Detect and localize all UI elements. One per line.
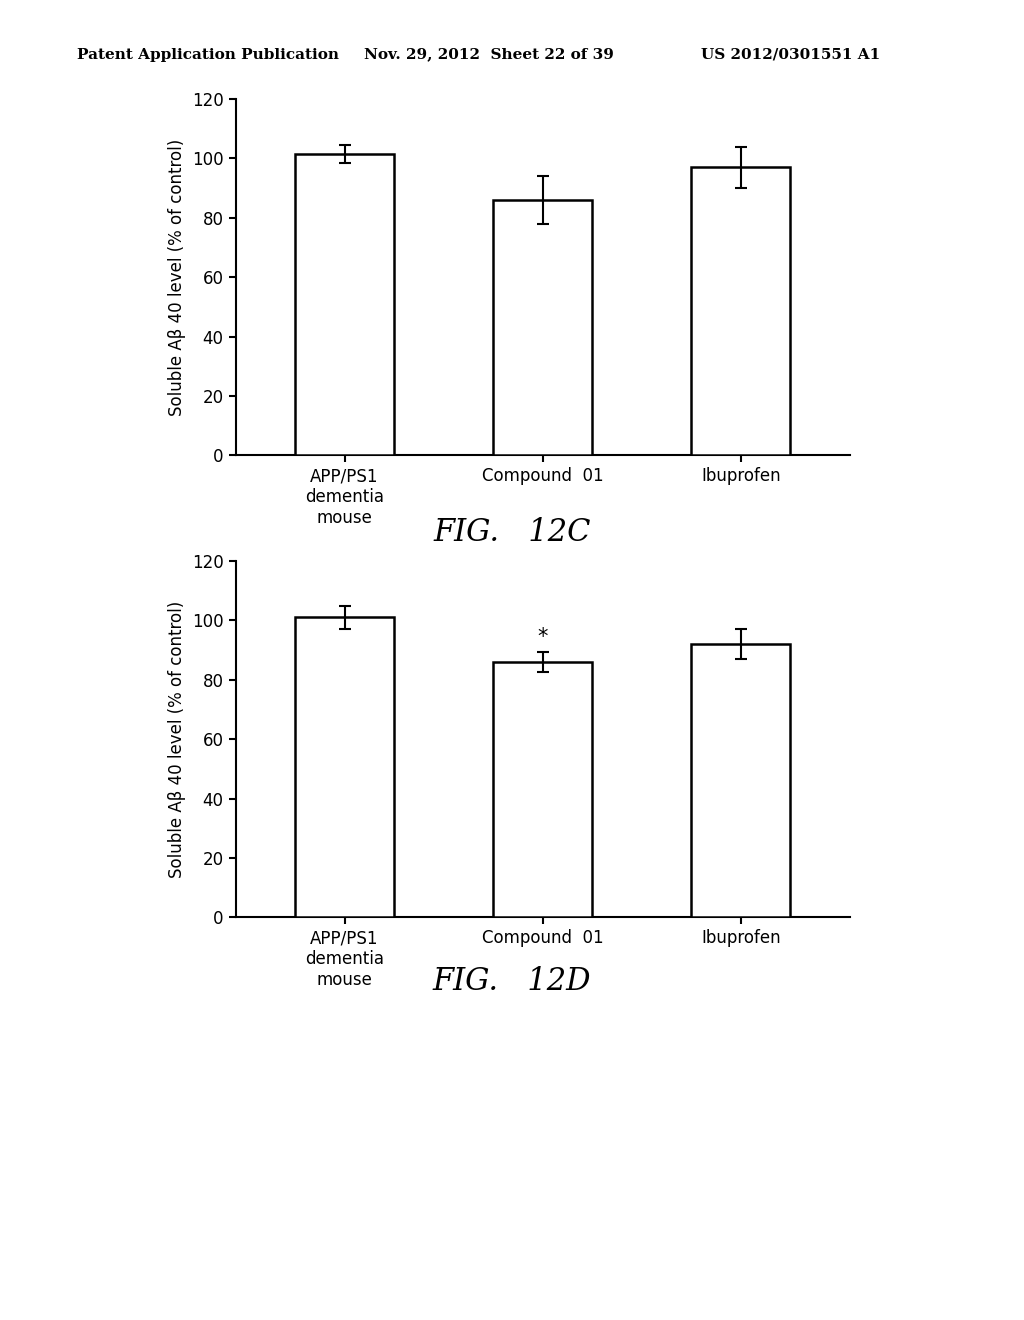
Y-axis label: Soluble Aβ 40 level (% of control): Soluble Aβ 40 level (% of control)	[168, 139, 186, 416]
Bar	[295, 618, 394, 917]
Text: FIG.   12C: FIG. 12C	[433, 517, 591, 548]
Bar	[494, 663, 592, 917]
Text: Patent Application Publication: Patent Application Publication	[77, 48, 339, 62]
Text: *: *	[538, 627, 548, 647]
Bar	[494, 199, 592, 455]
Y-axis label: Soluble Aβ 40 level (% of control): Soluble Aβ 40 level (% of control)	[168, 601, 186, 878]
Bar	[691, 168, 791, 455]
Text: Nov. 29, 2012  Sheet 22 of 39: Nov. 29, 2012 Sheet 22 of 39	[364, 48, 613, 62]
Text: US 2012/0301551 A1: US 2012/0301551 A1	[701, 48, 881, 62]
Bar	[295, 154, 394, 455]
Text: FIG.   12D: FIG. 12D	[433, 966, 591, 997]
Bar	[691, 644, 791, 917]
